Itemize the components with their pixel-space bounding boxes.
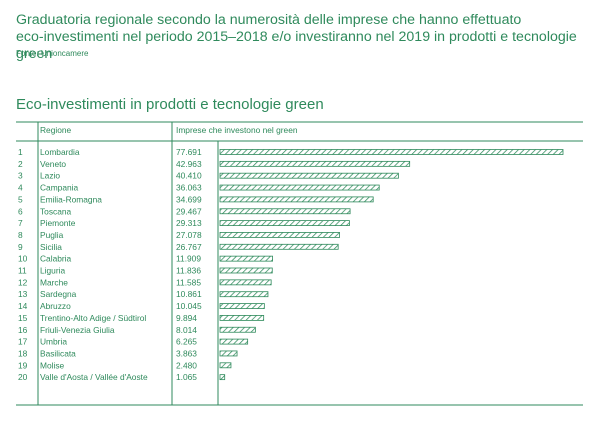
region-label: Basilicata: [40, 348, 76, 358]
value-label: 36.063: [176, 183, 202, 193]
value-label: 42.963: [176, 159, 202, 169]
rank-label: 13: [18, 289, 28, 299]
rank-label: 17: [18, 337, 28, 347]
bar: [219, 232, 340, 238]
region-label: Piemonte: [40, 218, 76, 228]
value-label: 9.894: [176, 313, 197, 323]
bar: [219, 196, 374, 203]
rank-label: 11: [18, 266, 27, 276]
rank-label: 16: [18, 325, 28, 335]
region-label: Emilia-Romagna: [40, 194, 102, 204]
region-label: Sardegna: [40, 289, 77, 299]
region-label: Friuli-Venezia Giulia: [40, 325, 115, 335]
bar: [219, 220, 350, 227]
rank-label: 18: [18, 348, 28, 358]
chart-title-line-2: eco-investimenti nel periodo 2015–2018 e…: [16, 29, 577, 62]
bar: [219, 338, 249, 345]
rank-label: 3: [18, 171, 23, 181]
bar: [219, 291, 269, 298]
rank-label: 8: [18, 230, 23, 240]
column-header-region: Regione: [40, 125, 72, 135]
value-label: 29.313: [176, 218, 202, 228]
bar: [219, 255, 273, 262]
value-label: 34.699: [176, 194, 202, 204]
rank-label: 19: [18, 360, 28, 370]
bar: [219, 326, 256, 333]
region-label: Umbria: [40, 337, 67, 347]
value-label: 2.480: [176, 360, 197, 370]
bar: [219, 267, 273, 274]
value-label: 8.014: [176, 325, 197, 335]
source-note: Fonte: Unioncamere: [16, 49, 89, 58]
bar: [219, 149, 564, 155]
bar: [219, 243, 339, 250]
region-label: Marche: [40, 277, 68, 287]
rank-label: 12: [18, 277, 28, 287]
region-label: Lazio: [40, 171, 60, 181]
region-label: Molise: [40, 360, 65, 370]
rank-label: 9: [18, 242, 23, 252]
region-label: Toscana: [40, 206, 72, 216]
value-label: 40.410: [176, 171, 202, 181]
value-label: 27.078: [176, 230, 202, 240]
value-label: 1.065: [176, 372, 197, 382]
region-label: Valle d'Aosta / Vallée d'Aoste: [40, 372, 148, 382]
region-label: Calabria: [40, 254, 72, 264]
value-label: 11.585: [176, 277, 201, 287]
bar: [219, 279, 272, 286]
value-label: 29.467: [176, 206, 202, 216]
rank-label: 1: [18, 147, 23, 157]
region-label: Campania: [40, 183, 79, 193]
bar: [219, 362, 232, 369]
region-label: Veneto: [40, 159, 66, 169]
value-label: 10.861: [176, 289, 202, 299]
bar: [219, 184, 380, 191]
bar: [219, 374, 226, 381]
rank-label: 6: [18, 206, 23, 216]
region-label: Puglia: [40, 230, 64, 240]
value-label: 6.265: [176, 337, 197, 347]
rank-label: 10: [18, 254, 28, 264]
region-label: Lombardia: [40, 147, 80, 157]
bar: [219, 160, 411, 167]
chart-subtitle: Eco-investimenti in prodotti e tecnologi…: [16, 96, 324, 113]
rank-label: 20: [18, 372, 28, 382]
rank-label: 5: [18, 194, 23, 204]
column-header-value: Imprese che investono nel green: [176, 125, 298, 135]
value-label: 26.767: [176, 242, 202, 252]
region-label: Abruzzo: [40, 301, 71, 311]
rank-label: 14: [18, 301, 28, 311]
rank-label: 15: [18, 313, 28, 323]
rank-label: 7: [18, 218, 23, 228]
region-label: Liguria: [40, 266, 65, 276]
bar: [219, 314, 265, 321]
rank-label: 4: [18, 183, 23, 193]
value-label: 10.045: [176, 301, 202, 311]
value-label: 11.909: [176, 254, 201, 264]
bar: [219, 208, 351, 215]
value-label: 11.836: [176, 266, 201, 276]
region-label: Trentino-Alto Adige / Südtirol: [40, 313, 146, 323]
rank-label: 2: [18, 159, 23, 169]
bar: [219, 350, 238, 357]
bar: [219, 172, 399, 179]
region-label: Sicilia: [40, 242, 62, 252]
value-label: 3.863: [176, 348, 197, 358]
bar: [219, 303, 265, 309]
value-label: 77.691: [176, 147, 202, 157]
chart-title-line-1: Graduatoria regionale secondo la numeros…: [16, 12, 522, 28]
